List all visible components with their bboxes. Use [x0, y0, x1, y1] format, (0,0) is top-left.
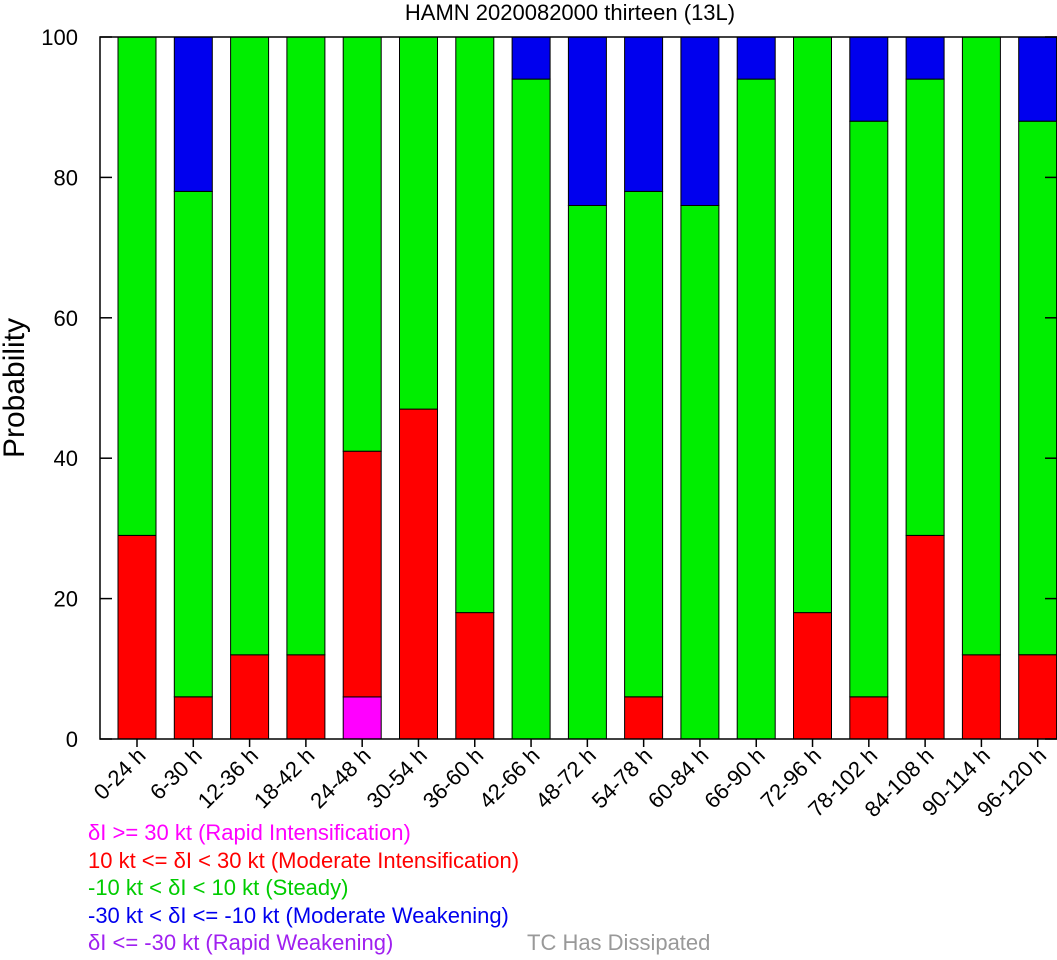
- bar-segment-12-series-2: [793, 36, 832, 614]
- x-tick-label-0: 0-24 h: [89, 743, 151, 805]
- bar-segment-11-series-2: [736, 78, 776, 740]
- y-tick-label-40: 40: [54, 446, 78, 471]
- x-tick-label-5: 30-54 h: [362, 743, 432, 813]
- bar-segment-4-series-0: [342, 696, 382, 740]
- bar-segment-4-series-2: [342, 36, 382, 452]
- x-tick-label-10: 60-84 h: [643, 743, 713, 813]
- bar-segment-5-series-2: [399, 36, 438, 410]
- bar-segment-8-series-2: [567, 205, 607, 740]
- bar-segment-15-series-2: [961, 36, 1001, 656]
- x-tick-label-3: 18-42 h: [249, 743, 319, 813]
- bar-segment-14-series-1: [905, 534, 945, 740]
- y-tick-label-20: 20: [54, 587, 78, 612]
- bar-segment-4-series-1: [342, 450, 382, 698]
- bar-segment-1-series-2: [173, 190, 213, 698]
- bar-segment-1-series-3: [173, 36, 213, 192]
- x-tick-label-2: 12-36 h: [193, 743, 263, 813]
- bar-segment-3-series-2: [286, 36, 326, 656]
- bar-segment-13-series-2: [849, 120, 889, 698]
- legend-entry-1: 10 kt <= δI < 30 kt (Moderate Intensific…: [88, 847, 520, 873]
- bar-segment-14-series-2: [905, 78, 945, 536]
- bar-segment-16-series-1: [1018, 654, 1057, 740]
- bar-segment-0-series-1: [117, 534, 157, 740]
- legend-entry-2: -10 kt < δI < 10 kt (Steady): [88, 875, 349, 900]
- y-tick-label-0: 0: [66, 727, 78, 752]
- bar-segment-14-series-3: [905, 36, 945, 80]
- bar-segment-10-series-2: [680, 205, 720, 740]
- bar-segment-9-series-2: [624, 190, 664, 698]
- bar-segment-9-series-1: [624, 696, 664, 740]
- legend-dissipated: TC Has Dissipated: [527, 930, 711, 955]
- bar-segment-13-series-1: [849, 696, 889, 740]
- x-axis: 0-24 h6-30 h12-36 h18-42 h24-48 h30-54 h…: [89, 739, 1051, 822]
- x-tick-label-4: 24-48 h: [305, 743, 375, 813]
- y-axis-label: Probability: [0, 318, 31, 458]
- bar-segment-3-series-1: [286, 654, 326, 740]
- bars-layer: [117, 36, 1057, 740]
- bar-segment-8-series-3: [567, 36, 607, 206]
- bar-segment-12-series-1: [793, 612, 832, 740]
- plot-frame: [99, 36, 1057, 740]
- y-axis: 0 20 40 60 80 100: [41, 25, 1057, 752]
- y-tick-label-60: 60: [54, 306, 78, 331]
- bar-segment-16-series-3: [1018, 36, 1057, 122]
- x-tick-label-11: 66-90 h: [699, 743, 769, 813]
- bar-segment-13-series-3: [849, 36, 889, 122]
- bar-segment-7-series-2: [511, 78, 551, 740]
- y-tick-label-100: 100: [41, 25, 78, 50]
- bar-segment-9-series-3: [624, 36, 664, 192]
- bar-segment-7-series-3: [511, 36, 551, 80]
- bar-segment-0-series-2: [117, 36, 157, 536]
- x-tick-label-6: 36-60 h: [418, 743, 488, 813]
- bar-segment-5-series-1: [399, 408, 438, 740]
- bar-segment-15-series-1: [961, 654, 1001, 740]
- x-tick-label-8: 48-72 h: [530, 743, 600, 813]
- bar-segment-2-series-2: [230, 36, 270, 656]
- bar-segment-6-series-2: [455, 36, 495, 614]
- bar-segment-10-series-3: [680, 36, 720, 206]
- x-tick-label-9: 54-78 h: [587, 743, 657, 813]
- bar-segment-11-series-3: [736, 36, 776, 80]
- legend-entry-4: δI <= -30 kt (Rapid Weakening): [88, 930, 394, 955]
- legend-entry-3: -30 kt < δI <= -10 kt (Moderate Weakenin…: [88, 902, 509, 928]
- legend-entry-0: δI >= 30 kt (Rapid Intensification): [88, 820, 411, 845]
- x-tick-label-7: 42-66 h: [474, 743, 544, 813]
- bar-segment-2-series-1: [230, 654, 270, 740]
- bar-segment-16-series-2: [1018, 120, 1057, 656]
- y-tick-label-80: 80: [54, 165, 78, 190]
- bar-segment-6-series-1: [455, 612, 495, 740]
- bar-segment-1-series-1: [173, 696, 213, 740]
- chart-title: HAMN 2020082000 thirteen (13L): [405, 0, 735, 25]
